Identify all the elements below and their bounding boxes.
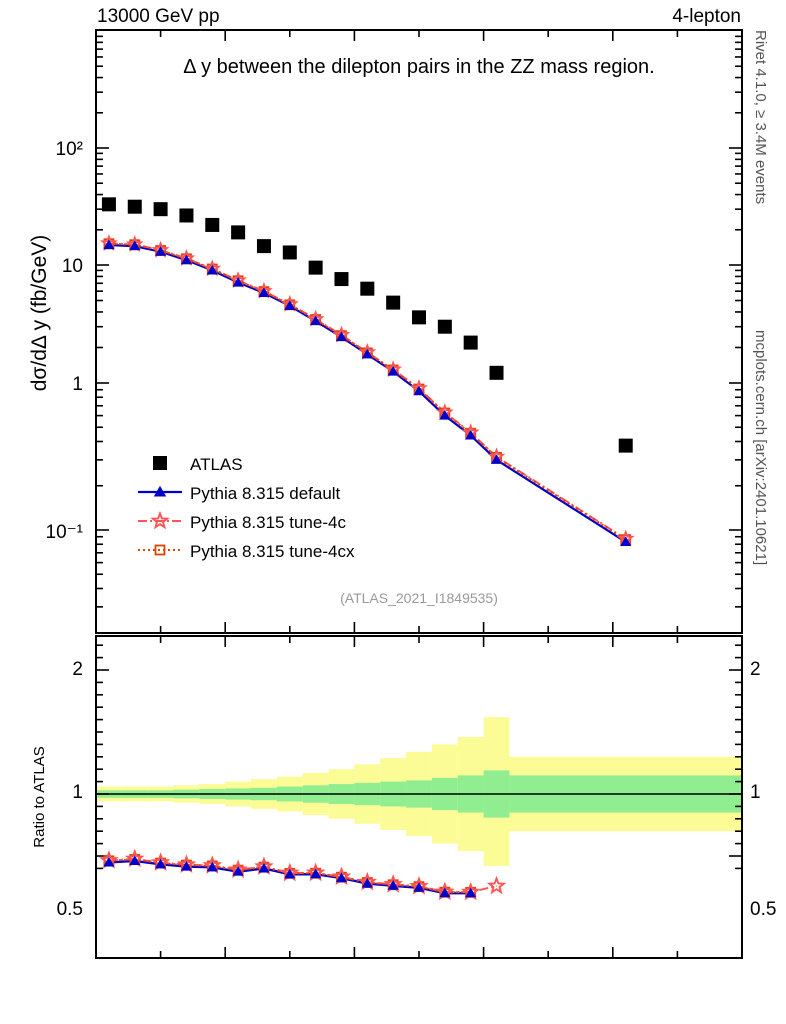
legend-glyph-tune4cx-marker (154, 544, 166, 556)
ratio-ytick-0p5: 0.5 (56, 899, 83, 920)
main-marker-default (413, 385, 425, 396)
main-marker-default (232, 276, 244, 287)
main-marker-atlas (256, 239, 271, 254)
main-marker-default (258, 287, 270, 297)
main-marker-atlas (231, 225, 246, 240)
ratio-ytick-right-0p5: 0.5 (750, 899, 777, 920)
main-marker-default (155, 246, 167, 256)
ratio-marker-default (232, 866, 244, 876)
ratio-marker-tune4c (486, 875, 507, 895)
legend-label-tune4c: Pythia 8.315 tune-4c (190, 513, 346, 532)
main-marker-atlas (205, 217, 220, 232)
main-ytick-1e2: 10² (55, 139, 83, 160)
main-marker-default (129, 240, 141, 251)
main-marker-default (284, 300, 296, 310)
ratio-marker-default (335, 872, 348, 883)
ratio-marker-default (387, 880, 399, 890)
legend-glyph-tune4c-marker (150, 510, 170, 530)
main-marker-default (361, 348, 373, 359)
main-marker-atlas (489, 365, 504, 380)
header-beam-energy: 13000 GeV pp (97, 6, 220, 27)
main-marker-atlas (153, 202, 168, 217)
ratio-ytick-right-1: 1 (750, 782, 761, 803)
ratio-marker-default (258, 862, 270, 873)
ratio-marker-default (439, 887, 451, 898)
ratio-marker-default (310, 868, 322, 879)
main-marker-default (180, 254, 193, 265)
plot-title: Δ y between the dilepton pairs in the ZZ… (183, 56, 655, 78)
main-marker-atlas (437, 319, 452, 334)
main-line-3 (108, 242, 627, 541)
main-marker-default (439, 410, 451, 420)
ratio-marker-default (103, 856, 115, 867)
ratio-marker-default (155, 858, 167, 869)
ratio-panel-clip-bottom (0, 958, 786, 1024)
main-marker-default (387, 365, 399, 376)
main-marker-atlas (282, 245, 297, 260)
ratio-marker-default (361, 877, 373, 888)
main-marker-atlas (618, 438, 633, 453)
ratio-ytick-1: 1 (72, 782, 83, 803)
ratio-ytick-2: 2 (72, 659, 83, 680)
ratio-marker-default (129, 855, 141, 866)
main-marker-default (206, 264, 218, 275)
main-ytick-1e-1: 10⁻¹ (45, 522, 84, 543)
main-marker-default (490, 454, 503, 464)
ratio-ytick-right-2: 2 (750, 659, 761, 680)
main-marker-default (465, 429, 477, 440)
main-marker-default (310, 315, 322, 326)
main-marker-atlas (127, 199, 142, 214)
main-marker-atlas (463, 335, 478, 350)
main-ytick-1: 1 (72, 374, 83, 395)
main-panel-frame (95, 29, 743, 634)
legend-label-tune4cx: Pythia 8.315 tune-4cx (190, 542, 355, 561)
legend-glyph-default-marker (153, 485, 167, 497)
main-marker-default (620, 536, 632, 546)
main-marker-default (103, 239, 115, 250)
main-marker-default (335, 331, 348, 342)
main-marker-atlas (386, 295, 401, 310)
ratio-marker-default (180, 860, 193, 871)
main-marker-atlas (101, 197, 116, 212)
ratio-marker-default (284, 868, 296, 879)
ratio-marker-default (465, 887, 477, 898)
legend-label-default: Pythia 8.315 default (190, 484, 341, 503)
main-marker-atlas (179, 208, 194, 223)
ratio-line-1 (108, 857, 497, 894)
ratio-marker-default (413, 882, 425, 892)
legend-glyph-atlas (153, 456, 167, 470)
ratio-line-2 (108, 858, 471, 894)
ratio-marker-default (206, 861, 218, 872)
main-marker-atlas (360, 281, 375, 296)
main-ytick-10: 10 (61, 256, 83, 277)
legend-label-atlas: ATLAS (190, 455, 243, 474)
main-marker-atlas (334, 272, 349, 287)
header-final-state: 4-lepton (672, 6, 741, 27)
main-marker-atlas (308, 260, 323, 275)
analysis-id-watermark: (ATLAS_2021_I1849535) (340, 590, 498, 606)
main-marker-atlas (412, 310, 426, 325)
